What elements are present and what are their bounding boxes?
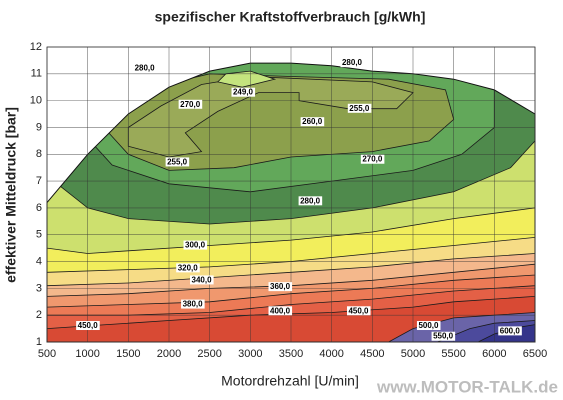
contour-label-box xyxy=(347,103,372,113)
x-tick-label: 1500 xyxy=(116,348,140,360)
contour-label: 249,0 xyxy=(233,88,254,97)
contour-label: 300,0 xyxy=(185,241,206,250)
contour-label-box xyxy=(300,117,325,127)
contour-label-box xyxy=(268,282,293,292)
contour-label: 550,0 xyxy=(433,332,454,341)
y-tick-label: 12 xyxy=(30,41,42,53)
contour-label-box xyxy=(416,321,441,331)
contour-label-box xyxy=(360,154,385,164)
x-tick-label: 2000 xyxy=(157,348,181,360)
y-tick-label: 4 xyxy=(36,255,42,267)
chart-title: spezifischer Kraftstoffverbrauch [g/kWh] xyxy=(155,9,426,25)
contour-label-box xyxy=(346,306,371,316)
contour-label: 260,0 xyxy=(302,117,323,126)
contour-label: 450,0 xyxy=(348,306,369,315)
y-tick-label: 2 xyxy=(36,309,42,321)
contour-label-box xyxy=(268,306,293,316)
contour-label-box xyxy=(76,321,100,331)
x-tick-label: 2500 xyxy=(197,348,221,360)
contour-label: 280,0 xyxy=(135,64,156,73)
contour-label-box xyxy=(431,331,456,341)
x-tick-label: 4000 xyxy=(319,348,343,360)
contour-label-box xyxy=(181,299,205,309)
contour-label-box xyxy=(340,58,365,68)
x-tick-label: 500 xyxy=(38,348,56,360)
contour-label: 400,0 xyxy=(270,306,291,315)
contour-label: 320,0 xyxy=(178,263,199,272)
contour-label-box xyxy=(498,326,522,336)
x-tick-label: 5000 xyxy=(401,348,425,360)
y-tick-label: 3 xyxy=(36,282,42,294)
contour-label: 450,0 xyxy=(78,321,99,330)
x-axis-label: Motordrehzahl [U/min] xyxy=(221,373,359,389)
x-tick-label: 4500 xyxy=(360,348,384,360)
plot-frame xyxy=(46,46,536,343)
x-tick-label: 3000 xyxy=(238,348,262,360)
y-tick-label: 5 xyxy=(36,229,42,241)
contour-label: 270,0 xyxy=(362,155,383,164)
contour-label: 340,0 xyxy=(192,275,213,284)
contour-label-box xyxy=(133,63,157,73)
contour-label: 380,0 xyxy=(183,300,204,309)
contour-label-box xyxy=(165,157,190,167)
y-tick-label: 10 xyxy=(30,95,42,107)
y-tick-label: 9 xyxy=(36,121,42,133)
contour-label-box xyxy=(178,99,203,109)
x-tick-label: 3500 xyxy=(279,348,303,360)
contour-label: 280,0 xyxy=(300,196,321,205)
contour-label: 500,0 xyxy=(418,321,439,330)
y-tick-label: 11 xyxy=(31,68,42,80)
y-tick-label: 8 xyxy=(36,148,42,160)
watermark: www.MOTOR-TALK.de xyxy=(376,377,558,396)
y-tick-label: 6 xyxy=(36,202,42,214)
contour-label: 270,0 xyxy=(180,100,201,109)
x-tick-label: 6000 xyxy=(482,348,506,360)
y-tick-label: 7 xyxy=(36,175,42,187)
y-tick-label: 1 xyxy=(36,336,42,348)
contour-label: 255,0 xyxy=(349,104,370,113)
contour-label: 280,0 xyxy=(342,58,363,67)
contour-label-box xyxy=(190,275,214,285)
contour-label-box xyxy=(176,263,200,273)
full-load-curve xyxy=(46,62,536,343)
contour-label-box xyxy=(231,87,256,97)
x-tick-label: 6500 xyxy=(523,348,547,360)
contour-label: 360,0 xyxy=(270,282,291,291)
contour-label: 600,0 xyxy=(500,326,521,335)
y-axis-label: effektiver Mitteldruck [bar] xyxy=(3,107,19,283)
contour-region xyxy=(216,70,277,88)
x-tick-label: 1000 xyxy=(75,348,99,360)
contour-label-box xyxy=(183,240,208,250)
contour-label: 255,0 xyxy=(167,157,188,166)
x-tick-label: 5500 xyxy=(441,348,465,360)
contour-label-box xyxy=(298,196,323,206)
